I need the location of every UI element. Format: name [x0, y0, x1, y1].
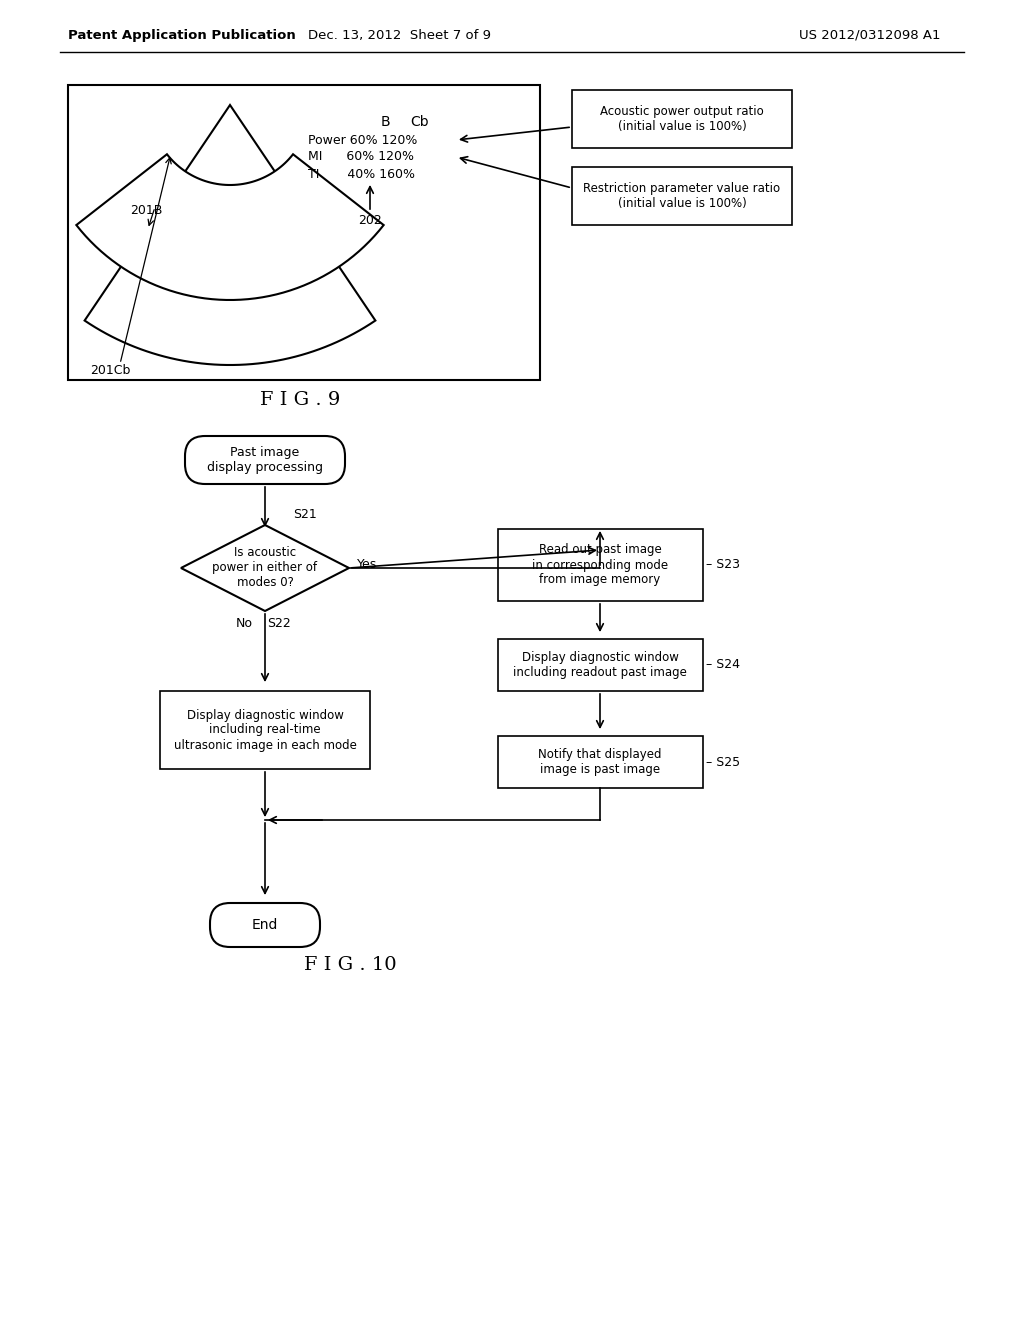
- Text: F I G . 9: F I G . 9: [260, 391, 340, 409]
- Text: – S24: – S24: [707, 659, 740, 672]
- Text: US 2012/0312098 A1: US 2012/0312098 A1: [800, 29, 941, 41]
- Text: Acoustic power output ratio
(initial value is 100%): Acoustic power output ratio (initial val…: [600, 106, 764, 133]
- FancyBboxPatch shape: [185, 436, 345, 484]
- Bar: [572, 90, 792, 148]
- FancyBboxPatch shape: [210, 903, 319, 946]
- Text: Notify that displayed
image is past image: Notify that displayed image is past imag…: [539, 748, 662, 776]
- Text: 202: 202: [358, 214, 382, 227]
- Text: TI       40% 160%: TI 40% 160%: [308, 168, 415, 181]
- Text: Display diagnostic window
including real-time
ultrasonic image in each mode: Display diagnostic window including real…: [173, 709, 356, 751]
- Text: B: B: [380, 115, 390, 129]
- Text: F I G . 10: F I G . 10: [304, 956, 396, 974]
- Bar: [498, 529, 702, 601]
- Text: S21: S21: [293, 508, 316, 521]
- Bar: [572, 168, 792, 224]
- Text: – S25: – S25: [707, 755, 740, 768]
- Text: No: No: [236, 616, 253, 630]
- Text: Power 60% 120%: Power 60% 120%: [308, 133, 418, 147]
- Polygon shape: [181, 525, 349, 611]
- Text: Restriction parameter value ratio
(initial value is 100%): Restriction parameter value ratio (initi…: [584, 182, 780, 210]
- PathPatch shape: [77, 154, 384, 300]
- Text: Past image
display processing: Past image display processing: [207, 446, 323, 474]
- Text: Is acoustic
power in either of
modes 0?: Is acoustic power in either of modes 0?: [213, 546, 317, 590]
- Text: 201B: 201B: [130, 203, 163, 216]
- Text: Yes: Yes: [357, 557, 377, 570]
- Text: – S23: – S23: [707, 558, 740, 572]
- PathPatch shape: [85, 106, 376, 366]
- Text: Display diagnostic window
including readout past image: Display diagnostic window including read…: [513, 651, 687, 678]
- Bar: [498, 737, 702, 788]
- Text: Dec. 13, 2012  Sheet 7 of 9: Dec. 13, 2012 Sheet 7 of 9: [308, 29, 492, 41]
- Text: MI      60% 120%: MI 60% 120%: [308, 150, 414, 164]
- Text: S22: S22: [267, 616, 291, 630]
- Text: 201Cb: 201Cb: [90, 363, 130, 376]
- Bar: [160, 690, 370, 770]
- Text: Cb: Cb: [411, 115, 429, 129]
- Text: End: End: [252, 917, 279, 932]
- Bar: [68, 84, 540, 380]
- Text: Read out past image
in corresponding mode
from image memory: Read out past image in corresponding mod…: [531, 544, 668, 586]
- Text: Patent Application Publication: Patent Application Publication: [68, 29, 296, 41]
- Bar: [498, 639, 702, 690]
